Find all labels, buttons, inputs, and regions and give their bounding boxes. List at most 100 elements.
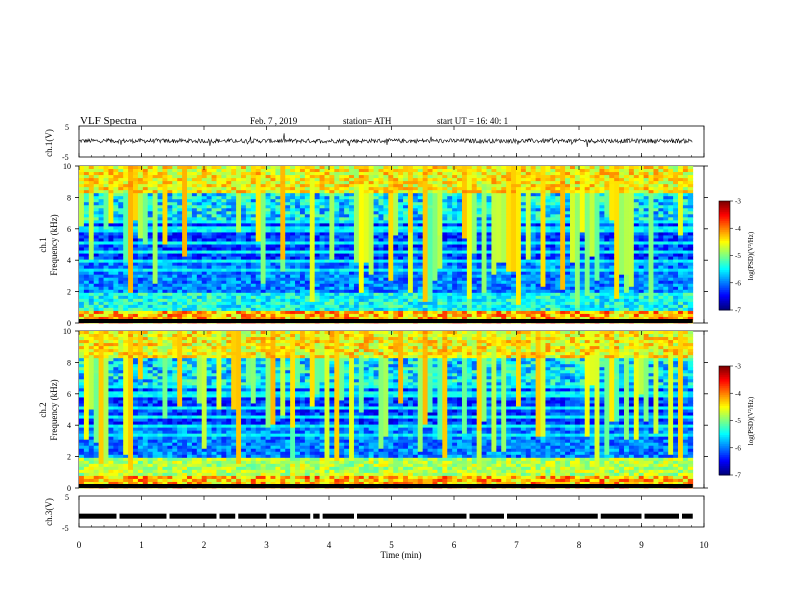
spectrogram-cell — [511, 247, 517, 251]
spectrogram-cell — [133, 250, 139, 254]
spectrogram-cell — [520, 223, 527, 227]
spectrogram-cell — [226, 196, 232, 200]
spectrogram-cell — [520, 262, 527, 267]
spectrogram-cell — [147, 277, 154, 282]
spectrogram-cell — [290, 256, 296, 260]
spectrogram-cell — [349, 262, 355, 267]
spectrogram-cell — [226, 250, 232, 254]
spectrogram-cell — [147, 208, 154, 212]
spectrogram-cell — [437, 286, 443, 291]
spectrogram-cell — [417, 295, 424, 300]
spectrogram-cell — [422, 292, 429, 297]
spectrogram-cell — [299, 199, 306, 203]
spectrogram-cell — [241, 184, 247, 188]
spectrogram-cell — [476, 283, 483, 288]
spectrogram-cell — [211, 202, 217, 206]
spectrogram-cell — [398, 262, 404, 267]
spectrogram-cell — [79, 310, 85, 315]
spectrogram-cell — [128, 256, 134, 260]
spectrogram-cell — [314, 262, 320, 267]
spectrogram-cell — [481, 211, 487, 215]
spectrogram-cell — [486, 310, 492, 315]
spectrogram-cell — [437, 274, 443, 279]
spectrogram-cell — [295, 259, 301, 264]
spectrogram-cell — [373, 220, 379, 224]
spectrogram-cell — [191, 232, 198, 236]
spectrogram-cell — [398, 265, 404, 270]
spectrogram-cell — [344, 247, 350, 251]
spectrogram-cell — [388, 304, 394, 309]
spectrogram-cell — [231, 196, 237, 200]
spectrogram-cell — [133, 307, 139, 312]
spectrogram-cell — [358, 238, 365, 242]
spectrogram-cell — [172, 277, 178, 282]
spectrogram-cell — [265, 175, 271, 179]
spectrogram-cell — [437, 301, 443, 306]
spectrogram-cell — [368, 175, 374, 179]
spectrogram-cell — [319, 229, 325, 233]
spectrogram-cell — [501, 253, 507, 257]
spectrogram-cell — [383, 244, 389, 248]
spectrogram-cell — [525, 262, 532, 267]
spectrogram-cell — [177, 277, 183, 282]
spectrogram-cell — [221, 271, 227, 276]
spectrogram-cell — [108, 316, 114, 321]
spectrogram-cell — [133, 172, 139, 176]
spectrogram-cell — [245, 184, 252, 188]
spectrogram-cell — [280, 271, 286, 276]
spectrogram-cell — [471, 232, 478, 236]
spectrogram-cell — [201, 277, 208, 282]
spectrogram-cell — [373, 232, 379, 236]
spectrogram-cell — [520, 205, 527, 209]
spectrogram-cell — [329, 256, 335, 260]
spectrogram-cell — [314, 268, 320, 273]
spectrogram-cell — [378, 271, 384, 276]
spectrogram-cell — [118, 238, 124, 242]
spectrogram-cell — [142, 184, 149, 188]
spectrogram-cell — [349, 253, 355, 257]
spectrogram-cell — [407, 169, 414, 173]
spectrogram-cell — [250, 166, 257, 170]
spectrogram-cell — [437, 283, 443, 288]
spectrogram-cell — [437, 244, 443, 248]
spectrogram-cell — [265, 220, 271, 224]
spectrogram-cell — [216, 208, 222, 212]
spectrogram-cell — [142, 223, 149, 227]
spectrogram-cell — [393, 238, 399, 242]
spectrogram-cell — [309, 304, 316, 309]
spectrogram-cell — [511, 310, 517, 315]
spectrogram-cell — [133, 184, 139, 188]
spectrogram-cell — [540, 310, 546, 315]
spectrogram-cell — [290, 262, 296, 267]
spectrogram-cell — [363, 238, 370, 242]
spectrogram-cell — [147, 292, 154, 297]
spectrogram-cell — [457, 250, 463, 254]
spectrogram-cell — [329, 268, 335, 273]
spectrogram-cell — [545, 166, 551, 170]
spectrogram-cell — [250, 310, 257, 315]
spectrogram-cell — [530, 292, 537, 297]
spectrogram-cell — [368, 211, 374, 215]
spectrogram-cell — [412, 271, 419, 276]
spectrogram-cell — [417, 313, 424, 318]
spectrogram-cell — [466, 253, 473, 257]
spectrogram-cell — [452, 238, 458, 242]
spectrogram-cell — [177, 310, 183, 315]
spectrogram-cell — [172, 211, 178, 215]
spectrogram-cell — [501, 166, 507, 170]
spectrogram-cell — [137, 274, 144, 279]
spectrogram-cell — [427, 280, 433, 285]
spectrogram-cell — [344, 196, 350, 200]
spectrogram-cell — [187, 304, 193, 309]
spectrogram-cell — [373, 199, 379, 203]
spectrogram-cell — [187, 310, 193, 315]
spectrogram-cell — [314, 178, 320, 182]
spectrogram-cell — [93, 310, 100, 315]
spectrogram-cell — [511, 184, 517, 188]
spectrogram-cell — [407, 313, 414, 318]
spectrogram-cell — [290, 295, 296, 300]
spectrogram-cell — [427, 238, 433, 242]
spectrogram-cell — [506, 238, 512, 242]
spectrogram-cell — [476, 259, 483, 264]
spectrogram-cell — [187, 316, 193, 321]
